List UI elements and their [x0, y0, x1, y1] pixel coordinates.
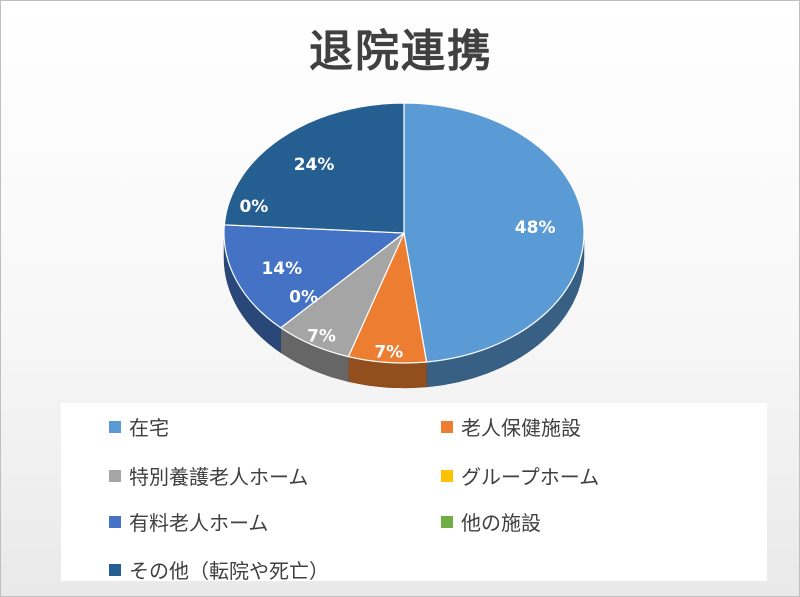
chart-title: 退院連携	[309, 26, 493, 77]
legend-swatch	[441, 469, 453, 482]
legend-label: 老人保健施設	[461, 416, 581, 440]
legend-label: その他（転院や死亡）	[129, 559, 329, 583]
legend-swatch	[441, 515, 453, 528]
data-label-geriatric-facility: 7%	[374, 342, 403, 362]
legend-swatch	[109, 515, 121, 528]
data-label-private-home: 14%	[261, 259, 302, 279]
data-label-group-home: 0%	[289, 287, 318, 307]
legend-item-other: その他（転院や死亡）	[109, 555, 329, 584]
legend-item-geriatric-facility: 老人保健施設	[441, 412, 581, 441]
pie-sides	[223, 232, 585, 389]
legend-swatch	[109, 420, 121, 433]
legend-label: 有料老人ホーム	[129, 511, 269, 535]
data-label-nursing-home: 7%	[307, 327, 336, 347]
pie-slice-home	[403, 102, 585, 363]
legend-item-nursing-home: 特別養護老人ホーム	[109, 461, 308, 490]
legend-item-private-home: 有料老人ホーム	[109, 507, 268, 536]
legend-swatch	[441, 420, 453, 433]
data-label-other-facility: 0%	[239, 197, 268, 217]
legend-item-group-home: グループホーム	[441, 461, 599, 490]
pie-chart: 48% 7% 7% 0% 14% 0% 24%	[223, 102, 585, 389]
legend-label: 特別養護老人ホーム	[129, 465, 309, 489]
data-label-other: 24%	[294, 155, 335, 175]
legend: 在宅 老人保健施設特別養護老人ホーム グループホーム有料老人ホーム 他の施設その他（転…	[61, 403, 767, 584]
pie-slice-other	[223, 102, 405, 234]
data-label-home: 48%	[515, 218, 556, 238]
pie-slice-private-home	[223, 224, 405, 329]
legend-item-home: 在宅	[109, 412, 169, 441]
legend-label: 在宅	[129, 416, 169, 440]
legend-swatch	[109, 563, 121, 576]
data-labels: 48% 7% 7% 0% 14% 0% 24%	[239, 155, 555, 363]
legend-swatch	[109, 469, 121, 482]
legend-label: グループホーム	[461, 465, 600, 489]
legend-label: 他の施設	[461, 511, 541, 535]
pie-slices	[223, 102, 585, 364]
legend-item-other-facility: 他の施設	[441, 507, 541, 536]
